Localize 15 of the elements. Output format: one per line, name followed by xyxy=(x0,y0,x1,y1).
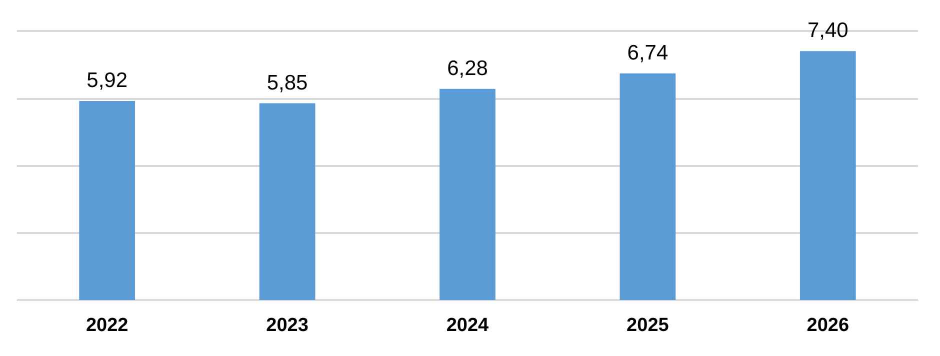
x-tick-label: 2022 xyxy=(86,315,128,336)
data-label: 5,85 xyxy=(266,71,308,94)
bar xyxy=(440,88,496,300)
data-label: 7,40 xyxy=(807,19,848,42)
x-tick-label: 2024 xyxy=(446,315,490,336)
bar xyxy=(259,103,316,300)
data-label: 6,74 xyxy=(627,41,668,64)
bar xyxy=(800,51,856,300)
x-tick-label: 2025 xyxy=(626,315,670,336)
data-label: 6,28 xyxy=(447,56,488,80)
x-tick-label: 2023 xyxy=(266,315,308,336)
bar xyxy=(79,100,136,300)
x-tick-label: 2026 xyxy=(806,315,850,336)
bar xyxy=(620,73,676,300)
data-label: 5,92 xyxy=(86,68,128,92)
